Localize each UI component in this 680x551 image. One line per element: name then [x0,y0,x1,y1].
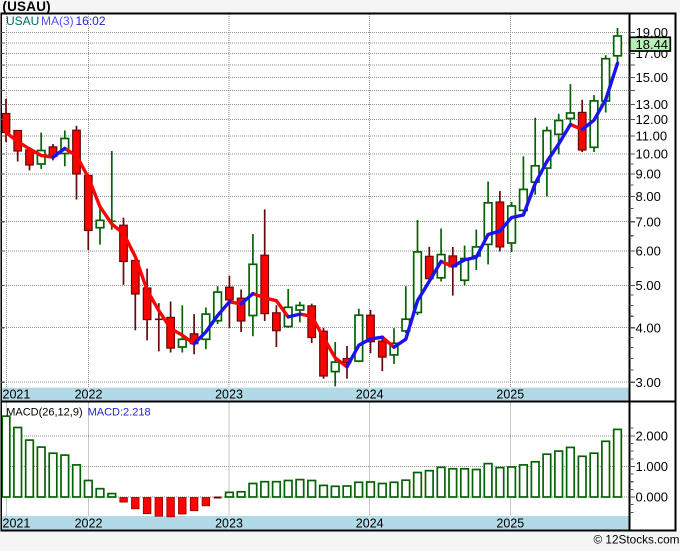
svg-text:3.00: 3.00 [636,375,661,390]
svg-text:19.00: 19.00 [636,25,669,40]
svg-text:2021: 2021 [3,387,31,401]
svg-text:USAU: USAU [6,14,39,28]
svg-text:© 12Stocks.com: © 12Stocks.com [593,533,679,546]
svg-text:2.000: 2.000 [636,428,669,443]
svg-text:MACD:2.218: MACD:2.218 [88,406,151,418]
svg-text:2021: 2021 [3,516,31,530]
svg-text:1.000: 1.000 [636,459,669,474]
svg-text:2022: 2022 [75,387,103,401]
svg-text:2024: 2024 [356,516,384,530]
svg-text:6.00: 6.00 [636,244,661,259]
svg-text:0.000: 0.000 [636,490,669,505]
svg-text:MA(3): MA(3) [41,14,74,28]
svg-text:2023: 2023 [215,516,243,530]
svg-text:2024: 2024 [356,387,384,401]
svg-text:2025: 2025 [496,516,524,530]
svg-text:MACD(26,12,9): MACD(26,12,9) [6,406,82,418]
svg-text:18.44: 18.44 [636,37,669,52]
svg-text:11.00: 11.00 [636,129,668,144]
svg-text:15.00: 15.00 [636,70,669,85]
svg-text:9.00: 9.00 [636,167,661,182]
svg-text:7.00: 7.00 [636,214,661,229]
svg-text:2023: 2023 [215,387,243,401]
svg-text:13.00: 13.00 [636,97,669,112]
svg-text:(USAU): (USAU) [2,0,50,14]
svg-text:5.00: 5.00 [636,278,661,293]
svg-text:2022: 2022 [75,516,103,530]
svg-text:4.00: 4.00 [636,320,661,335]
svg-text:16:02: 16:02 [76,14,106,28]
svg-text:10.00: 10.00 [636,147,669,162]
svg-text:12.00: 12.00 [636,112,669,127]
svg-text:8.00: 8.00 [636,189,661,204]
svg-text:2025: 2025 [496,387,524,401]
